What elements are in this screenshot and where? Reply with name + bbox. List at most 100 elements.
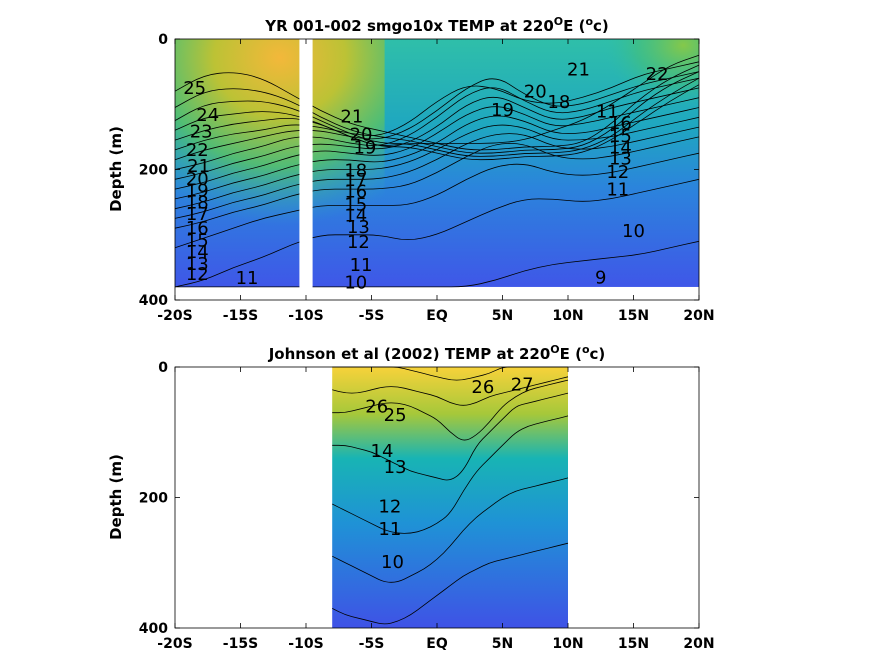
bottom-temperature-field — [332, 367, 568, 628]
top-title-unit-open: E ( — [563, 17, 585, 35]
contour-label: 10 — [622, 221, 645, 242]
y-tick-label: 400 — [139, 293, 168, 309]
contour-17 — [174, 87, 700, 180]
x-tick-label: 10N — [552, 308, 583, 324]
y-tick-label: 0 — [158, 32, 168, 48]
contour-label: 26 — [365, 396, 388, 417]
x-tick-label: -5S — [359, 308, 385, 324]
contour-label: 14 — [371, 441, 394, 462]
x-tick-label: -10S — [288, 636, 323, 652]
contour-25 — [332, 379, 569, 441]
x-tick-label: 20N — [683, 636, 714, 652]
x-tick-label: 10N — [552, 636, 583, 652]
y-tick-label: 400 — [139, 621, 168, 637]
contour-label: 25 — [183, 78, 206, 99]
x-tick-label: -15S — [223, 308, 258, 324]
contour-label: 13 — [347, 217, 370, 238]
contour-label: 19 — [491, 100, 514, 121]
contour-10 — [332, 542, 569, 625]
contour-13 — [332, 392, 569, 481]
contour-26 — [332, 376, 569, 406]
contour-label: 11 — [606, 179, 629, 200]
contour-label: 15 — [344, 194, 367, 215]
contour-label: 21 — [187, 156, 210, 177]
contour-11 — [174, 152, 700, 249]
contour-label: 19 — [186, 181, 209, 202]
top-title-unit-sup: o — [585, 15, 593, 28]
contour-label: 21 — [340, 106, 363, 127]
contour-label: 20 — [350, 125, 373, 146]
contour-label: 26 — [471, 377, 494, 398]
bottom-title-unit-open: E ( — [560, 345, 582, 363]
contour-label: 18 — [547, 92, 570, 113]
contour-label: 16 — [609, 113, 632, 134]
contour-9 — [175, 240, 700, 288]
contour-label: 12 — [606, 162, 629, 183]
contour-label: 12 — [347, 232, 370, 253]
top-chart-title: YR 001-002 smgo10x TEMP at 220OE (oc) — [264, 15, 609, 35]
bottom-title-unit-sup: o — [582, 343, 590, 356]
x-tick-label: EQ — [426, 308, 448, 324]
contour-label: 13 — [609, 149, 632, 170]
top-y-axis: 0 200 400 — [139, 32, 699, 309]
contour-label: 19 — [353, 138, 376, 159]
contour-label: 15 — [186, 230, 209, 251]
contour-15 — [174, 107, 700, 200]
contour-label: 10 — [381, 552, 404, 573]
contour-label: 22 — [646, 64, 669, 85]
contour-13 — [174, 126, 700, 219]
x-tick-label: -20S — [157, 308, 192, 324]
contour-20 — [174, 61, 700, 151]
bottom-title-unit-close: c) — [590, 345, 606, 363]
contour-label: 25 — [384, 405, 407, 426]
x-tick-label: 15N — [618, 308, 649, 324]
contour-label: 22 — [186, 140, 209, 161]
x-tick-label: 20N — [683, 308, 714, 324]
contour-label: 14 — [344, 205, 367, 226]
contour-label: 20 — [186, 169, 209, 190]
top-title-unit-close: c) — [593, 17, 609, 35]
contour-19 — [174, 71, 700, 161]
x-tick-label: -15S — [223, 636, 258, 652]
gap-mask — [299, 39, 313, 300]
x-tick-label: -20S — [157, 636, 192, 652]
contour-23 — [174, 77, 700, 157]
x-tick-label: 5N — [492, 636, 513, 652]
contour-16 — [174, 97, 700, 190]
x-tick-label: 15N — [618, 636, 649, 652]
contour-label: 13 — [384, 457, 407, 478]
contour-label: 18 — [344, 160, 367, 181]
x-tick-label: -10S — [288, 308, 323, 324]
contour-label: 13 — [186, 254, 209, 275]
contour-label: 21 — [567, 59, 590, 80]
contour-label: 11 — [236, 268, 259, 289]
contour-12 — [174, 136, 700, 229]
x-tick-label: -5S — [359, 636, 385, 652]
contour-25 — [174, 64, 700, 151]
x-tick-label: 5N — [492, 308, 513, 324]
contour-label: 17 — [186, 204, 209, 225]
field-warm-pool-south — [175, 39, 385, 225]
bottom-title-degree-sup: O — [550, 343, 559, 356]
bottom-y-axis-label: Depth (m) — [107, 454, 125, 540]
contour-label: 10 — [344, 273, 367, 294]
contour-11 — [332, 477, 569, 583]
contour-label: 24 — [196, 105, 219, 126]
contour-label: 11 — [350, 255, 373, 276]
contour-label: 27 — [511, 374, 534, 395]
bottom-x-axis: -20S -15S -10S -5S EQ 5N 10N 15N 20N — [157, 367, 715, 652]
y-tick-label: 0 — [158, 360, 168, 376]
contour-label: 23 — [190, 121, 213, 142]
x-tick-label: EQ — [426, 636, 448, 652]
contour-label: 12 — [186, 264, 209, 285]
contour-18 — [174, 77, 700, 170]
contour-label: 17 — [344, 170, 367, 191]
contour-12 — [332, 415, 569, 534]
contour-label: 12 — [378, 496, 401, 517]
contour-label: 15 — [609, 126, 632, 147]
